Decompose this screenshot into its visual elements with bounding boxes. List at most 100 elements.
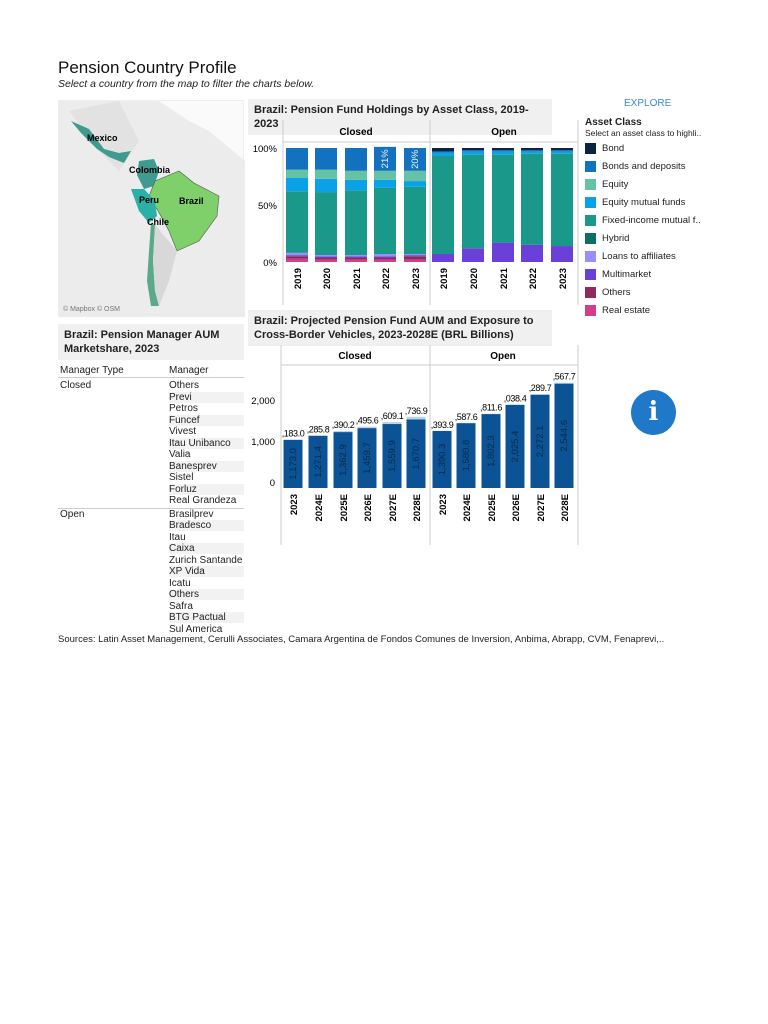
- x-tick-label: 2023: [411, 268, 422, 289]
- bar-aum: [406, 419, 426, 488]
- manager-row[interactable]: Others: [169, 589, 244, 600]
- manager-row[interactable]: XP Vida: [169, 566, 244, 577]
- map-svg[interactable]: Mexico Colombia Peru Brazil Chile © Mapb…: [59, 101, 245, 317]
- data-label: 21%: [380, 149, 391, 169]
- legend-item[interactable]: Multimarket: [585, 265, 701, 283]
- manager-row[interactable]: Sul America: [169, 623, 223, 635]
- info-icon[interactable]: i: [631, 390, 676, 435]
- legend-item[interactable]: Equity mutual funds: [585, 193, 701, 211]
- total-label: ,495.6: [356, 416, 379, 426]
- legend-subtitle: Select an asset class to highli..: [585, 128, 702, 138]
- manager-row[interactable]: Others: [169, 380, 200, 391]
- map-country-mexico[interactable]: [71, 121, 131, 163]
- explore-link[interactable]: EXPLORE: [624, 98, 672, 109]
- bar-segment: [432, 254, 454, 262]
- map-country-peru[interactable]: [131, 189, 157, 223]
- bar-segment: [404, 259, 426, 262]
- bar-segment: [492, 148, 514, 151]
- manager-table-title: Brazil: Pension Manager AUM Marketshare,…: [58, 324, 244, 360]
- bar-segment: [462, 150, 484, 152]
- bar-segment: [315, 257, 337, 260]
- manager-row[interactable]: BTG Pactual: [169, 612, 244, 623]
- legend-swatch: [585, 196, 596, 208]
- manager-row[interactable]: Bradesco: [169, 520, 244, 531]
- total-label: ,289.7: [529, 383, 552, 393]
- bar-segment: [374, 259, 396, 262]
- manager-row[interactable]: Previ: [169, 391, 244, 403]
- bar-segment: [345, 190, 367, 256]
- panel-header-open: Open: [491, 127, 517, 138]
- legend-item[interactable]: Bonds and deposits: [585, 157, 701, 175]
- legend-label: Real estate: [602, 304, 651, 316]
- manager-row[interactable]: Safra: [169, 600, 193, 612]
- manager-row[interactable]: Banesprev: [169, 460, 244, 472]
- manager-row[interactable]: Caixa: [169, 543, 244, 554]
- manager-row[interactable]: Vivest: [169, 426, 197, 437]
- bar-aum: [456, 423, 476, 488]
- manager-row[interactable]: Valia: [169, 449, 191, 460]
- bar-segment: [345, 148, 367, 171]
- legend-item[interactable]: Others: [585, 283, 701, 301]
- legend-label: Fixed-income mutual f..: [602, 214, 701, 226]
- manager-row[interactable]: Icatu: [169, 577, 191, 589]
- bar-cross-border: [505, 404, 525, 405]
- legend-swatch: [585, 142, 596, 154]
- panel-header-open: Open: [490, 351, 516, 362]
- legend-item[interactable]: Real estate: [585, 301, 701, 319]
- bar-segment: [551, 151, 573, 154]
- manager-row[interactable]: Funcef: [169, 414, 244, 426]
- value-label: 1,362.9: [338, 444, 349, 476]
- legend-swatch: [585, 160, 596, 172]
- legend-label: Equity: [602, 178, 629, 190]
- manager-row[interactable]: Brasilprev: [169, 508, 214, 520]
- x-tick-label: 2019: [293, 268, 304, 289]
- country-map[interactable]: Mexico Colombia Peru Brazil Chile © Mapb…: [58, 100, 245, 317]
- x-tick-label: 2023: [558, 268, 569, 289]
- manager-row[interactable]: Sistel: [169, 472, 194, 483]
- manager-row[interactable]: Itau Unibanco: [169, 437, 244, 449]
- aum-chart-title: Brazil: Projected Pension Fund AUM and E…: [248, 310, 552, 346]
- bar-segment: [404, 170, 426, 182]
- map-country-colombia[interactable]: [137, 159, 159, 189]
- legend-item[interactable]: Fixed-income mutual f..: [585, 211, 701, 229]
- value-label: 2,025.4: [510, 431, 521, 463]
- map-country-chile[interactable]: [147, 223, 159, 306]
- page-subtitle: Select a country from the map to filter …: [58, 78, 315, 90]
- bar-segment: [345, 255, 367, 257]
- bar-segment: [374, 146, 396, 171]
- bar-segment: [315, 148, 337, 170]
- legend-label: Others: [602, 286, 631, 298]
- manager-row[interactable]: Forluz: [169, 483, 244, 495]
- manager-row[interactable]: Petros: [169, 403, 198, 414]
- manager-row[interactable]: Zurich Santande: [169, 554, 243, 566]
- data-label: 20%: [410, 149, 421, 169]
- legend-item[interactable]: Bond: [585, 139, 701, 157]
- legend-item[interactable]: Loans to affiliates: [585, 247, 701, 265]
- legend-item[interactable]: Hybrid: [585, 229, 701, 247]
- page-title: Pension Country Profile: [58, 58, 237, 77]
- bar-segment: [521, 244, 543, 262]
- manager-type-cell: Open: [60, 508, 85, 520]
- legend-label: Multimarket: [602, 268, 652, 280]
- bar-aum: [505, 404, 525, 488]
- legend-item[interactable]: Equity: [585, 175, 701, 193]
- manager-row[interactable]: Itau: [169, 531, 186, 543]
- bar-segment: [374, 256, 396, 258]
- bar-segment: [404, 148, 426, 171]
- total-label: ,038.4: [504, 393, 527, 403]
- bar-segment: [551, 148, 573, 151]
- bar-segment: [374, 179, 396, 188]
- bar-cross-border: [382, 422, 402, 425]
- total-label: ,811.6: [480, 403, 502, 413]
- legend-label: Bonds and deposits: [602, 160, 686, 172]
- x-tick-label: 2022: [528, 268, 539, 289]
- header-manager: Manager: [169, 365, 209, 376]
- legend-label: Loans to affiliates: [602, 250, 676, 262]
- bar-aum: [432, 430, 452, 488]
- manager-row[interactable]: Real Grandeza: [169, 495, 237, 506]
- holdings-chart-title: Brazil: Pension Fund Holdings by Asset C…: [248, 99, 552, 135]
- header-manager-type: Manager Type: [60, 365, 124, 376]
- legend-swatch: [585, 214, 596, 226]
- value-label: 2,544.6: [559, 420, 570, 452]
- bar-segment: [286, 169, 308, 178]
